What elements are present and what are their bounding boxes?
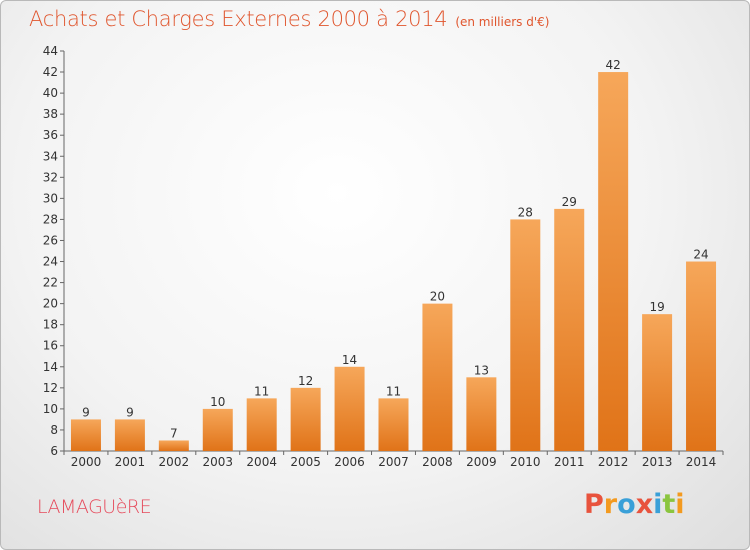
bar-value-label: 19 [649,300,664,314]
x-tick-label: 2006 [334,455,365,469]
chart-title-block: Achats et Charges Externes 2000 à 2014 (e… [29,7,549,31]
logo-letter: P [584,489,604,520]
logo-letter: o [617,489,636,520]
y-tick-label: 38 [43,107,58,121]
bar [290,387,321,451]
x-tick-label: 2014 [686,455,717,469]
y-tick-label: 8 [50,423,58,437]
y-tick-label: 16 [43,339,58,353]
bar-value-label: 9 [82,405,90,419]
y-tick-label: 44 [43,44,58,58]
bar-value-label: 24 [693,248,708,262]
bar [422,303,453,451]
x-tick-label: 2005 [290,455,321,469]
x-tick-label: 2004 [246,455,277,469]
logo-letter: x [635,489,654,520]
y-tick-label: 32 [43,170,58,184]
x-tick-label: 2010 [510,455,541,469]
y-tick-label: 10 [43,402,58,416]
bar-value-label: 28 [518,205,533,219]
logo-letter: t [662,489,676,520]
bar-value-label: 42 [606,58,621,72]
y-tick-label: 42 [43,65,58,79]
bar-value-label: 11 [254,384,269,398]
chart-unit: (en milliers d'€) [455,15,550,29]
x-tick-label: 2000 [71,455,102,469]
bar [158,440,189,451]
bar [334,366,365,451]
y-tick-label: 34 [43,149,58,163]
bar-value-label: 9 [126,405,134,419]
logo-letter: r [603,489,618,520]
proxiti-logo[interactable]: Proxiti [584,489,685,520]
bar-value-label: 29 [562,195,577,209]
town-name: LAMAGUèRE [37,496,152,518]
bar [378,398,409,451]
bar [554,208,585,451]
logo-letter: i [675,489,685,520]
bar-value-label: 14 [342,353,357,367]
y-tick-label: 6 [50,444,58,458]
y-tick-label: 28 [43,212,58,226]
y-tick-label: 14 [43,360,58,374]
x-tick-label: 2003 [202,455,233,469]
chart-title: Achats et Charges Externes 2000 à 2014 [29,7,448,31]
bar [510,219,541,451]
bar-value-label: 20 [430,290,445,304]
x-tick-label: 2013 [642,455,673,469]
bar [114,419,145,451]
bar [202,408,233,451]
bar-value-label: 10 [210,395,225,409]
bar [598,72,629,451]
y-tick-label: 40 [43,86,58,100]
x-tick-label: 2011 [554,455,585,469]
logo-letter: i [653,489,663,520]
bar-value-label: 11 [386,384,401,398]
x-tick-label: 2012 [598,455,629,469]
y-tick-label: 26 [43,233,58,247]
bar [70,419,101,451]
y-tick-label: 36 [43,128,58,142]
bar [246,398,277,451]
y-tick-label: 24 [43,255,58,269]
y-tick-label: 30 [43,191,58,205]
bar [686,261,717,451]
x-tick-label: 2009 [466,455,497,469]
x-tick-label: 2007 [378,455,409,469]
y-tick-label: 22 [43,276,58,290]
x-tick-label: 2002 [159,455,190,469]
y-tick-label: 18 [43,318,58,332]
y-tick-label: 12 [43,381,58,395]
x-tick-label: 2008 [422,455,453,469]
bar [466,377,497,451]
y-tick-label: 20 [43,297,58,311]
x-tick-label: 2001 [115,455,146,469]
bar-value-label: 7 [170,426,178,440]
bar-value-label: 12 [298,374,313,388]
bar-value-label: 13 [474,363,489,377]
bar [642,314,673,451]
